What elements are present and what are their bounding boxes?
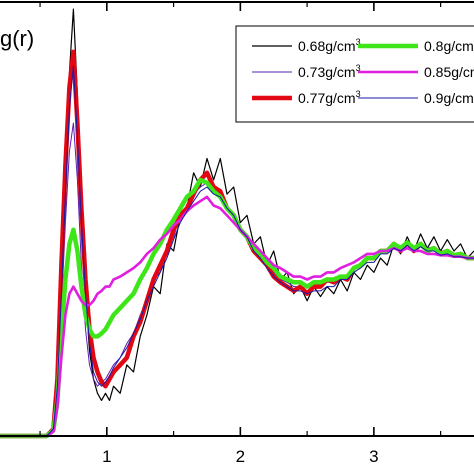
legend-box	[235, 25, 474, 123]
axes-layer	[0, 1, 474, 437]
legend-label-superscript-2: 3	[356, 89, 361, 99]
legend-label-superscript-0: 3	[356, 37, 361, 47]
y-axis-label: g(r)	[0, 26, 34, 51]
legend-label-4: 0.85g/cm3	[424, 63, 474, 80]
legend-label-superscript-1: 3	[356, 63, 361, 73]
series-line-5	[0, 65, 474, 437]
legend-label-2: 0.77g/cm3	[298, 89, 361, 106]
legend-label-1: 0.73g/cm3	[298, 63, 361, 80]
ticks-layer: 1 2 3	[39, 2, 442, 466]
x-tick-label-1: 2	[236, 447, 245, 466]
x-tick-label-2: 3	[369, 447, 378, 466]
legend-label-0: 0.68g/cm3	[298, 37, 361, 54]
series-layer	[0, 8, 474, 439]
x-tick-label-0: 1	[102, 447, 111, 466]
legend-label-3: 0.8g/cm3	[424, 37, 474, 54]
legend: 0.68g/cm3 0.8g/cm3 0.73g/cm3 0.85g/cm3 0.77g…	[235, 25, 474, 123]
legend-label-5: 0.9g/cm3	[424, 89, 474, 106]
